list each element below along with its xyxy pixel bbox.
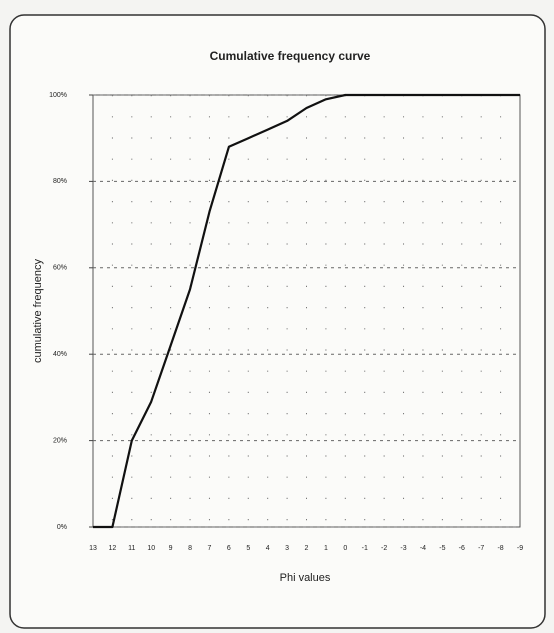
x-tick-label: -8 — [497, 545, 503, 552]
x-tick-label: 9 — [169, 545, 173, 552]
x-tick-label: -3 — [400, 545, 406, 552]
x-tick-label: -9 — [517, 545, 523, 552]
x-tick-label: 3 — [285, 545, 289, 552]
x-tick-label: 8 — [188, 545, 192, 552]
x-tick-label: -2 — [381, 545, 387, 552]
chart-title: Cumulative frequency curve — [210, 49, 371, 63]
x-tick-label: 10 — [147, 545, 155, 552]
y-axis-label: cumulative frequency — [32, 259, 44, 363]
x-tick-label: 7 — [208, 545, 212, 552]
x-tick-label: 4 — [266, 545, 270, 552]
y-tick-label: 0% — [57, 524, 67, 531]
x-tick-label: 6 — [227, 545, 231, 552]
y-tick-label: 20% — [53, 437, 67, 444]
x-tick-label: 0 — [343, 545, 347, 552]
frame — [9, 14, 546, 629]
x-tick-label: -6 — [459, 545, 465, 552]
x-tick-label: 1 — [324, 545, 328, 552]
y-tick-label: 80% — [53, 178, 67, 185]
x-tick-label: -4 — [420, 545, 426, 552]
x-tick-label: 13 — [89, 545, 97, 552]
data-line — [93, 93, 520, 529]
x-tick-label: -1 — [362, 545, 368, 552]
x-tick-label: -5 — [439, 545, 445, 552]
x-tick-label: 11 — [128, 545, 135, 552]
y-tick-label: 60% — [53, 265, 67, 272]
y-tick-label: 100% — [49, 92, 67, 99]
x-tick-label: 5 — [246, 545, 250, 552]
x-tick-label: 2 — [305, 545, 309, 552]
x-tick-label: -7 — [478, 545, 484, 552]
x-axis-label: Phi values — [280, 572, 331, 584]
x-tick-label: 12 — [109, 545, 117, 552]
y-tick-label: 40% — [53, 351, 67, 358]
